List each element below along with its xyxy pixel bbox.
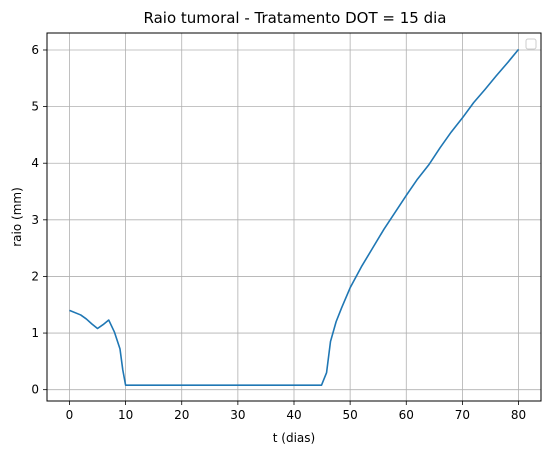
x-tick-label: 30 — [230, 408, 245, 422]
x-tick-label: 60 — [399, 408, 414, 422]
x-tick-label: 80 — [511, 408, 526, 422]
y-axis-label: raio (mm) — [10, 187, 24, 247]
x-tick-label: 40 — [286, 408, 301, 422]
y-tick-label: 2 — [31, 269, 39, 283]
y-tick-label: 5 — [31, 100, 39, 114]
y-tick-label: 3 — [31, 213, 39, 227]
y-tick-label: 0 — [31, 383, 39, 397]
plot-area-frame — [46, 32, 542, 402]
x-tick-label: 20 — [174, 408, 189, 422]
ticks: 0 10 20 30 40 50 60 70 80 0 1 2 3 4 5 6 — [31, 43, 526, 422]
y-tick-label: 1 — [31, 326, 39, 340]
grid — [47, 33, 541, 401]
series-group — [69, 48, 520, 386]
y-tick-label: 6 — [31, 43, 39, 57]
chart-title: Raio tumoral - Tratamento DOT = 15 dia — [144, 9, 447, 27]
x-tick-label: 70 — [455, 408, 470, 422]
x-tick-label: 50 — [342, 408, 357, 422]
y-tick-label: 4 — [31, 156, 39, 170]
x-axis-label: t (dias) — [273, 431, 315, 445]
series-line — [69, 48, 520, 386]
x-tick-label: 0 — [66, 408, 74, 422]
legend-box — [525, 38, 537, 50]
x-tick-label: 10 — [118, 408, 133, 422]
